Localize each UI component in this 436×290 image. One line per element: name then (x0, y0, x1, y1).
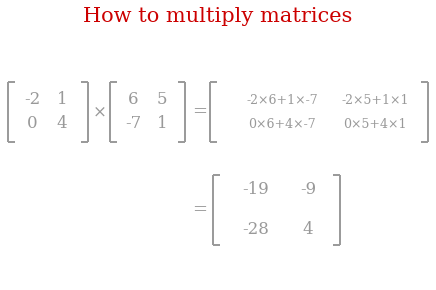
Text: 4: 4 (57, 115, 67, 133)
Text: -9: -9 (300, 182, 316, 198)
Text: How to multiply matrices: How to multiply matrices (83, 7, 353, 26)
Text: 1: 1 (157, 115, 167, 133)
Text: 5: 5 (157, 92, 167, 108)
Text: -2×6+1×-7: -2×6+1×-7 (246, 93, 318, 106)
Text: =: = (193, 201, 208, 219)
Text: -2×5+1×1: -2×5+1×1 (341, 93, 409, 106)
Text: 0×5+4×1: 0×5+4×1 (343, 117, 407, 130)
Text: 4: 4 (303, 222, 313, 238)
Text: 1: 1 (57, 92, 67, 108)
Text: 0: 0 (27, 115, 37, 133)
Text: 0×6+4×-7: 0×6+4×-7 (248, 117, 316, 130)
Text: 6: 6 (128, 92, 138, 108)
Text: -19: -19 (242, 182, 269, 198)
Text: -2: -2 (24, 92, 40, 108)
Text: -28: -28 (242, 222, 269, 238)
Text: -7: -7 (125, 115, 141, 133)
Text: ×: × (93, 104, 107, 121)
Text: =: = (193, 103, 208, 121)
